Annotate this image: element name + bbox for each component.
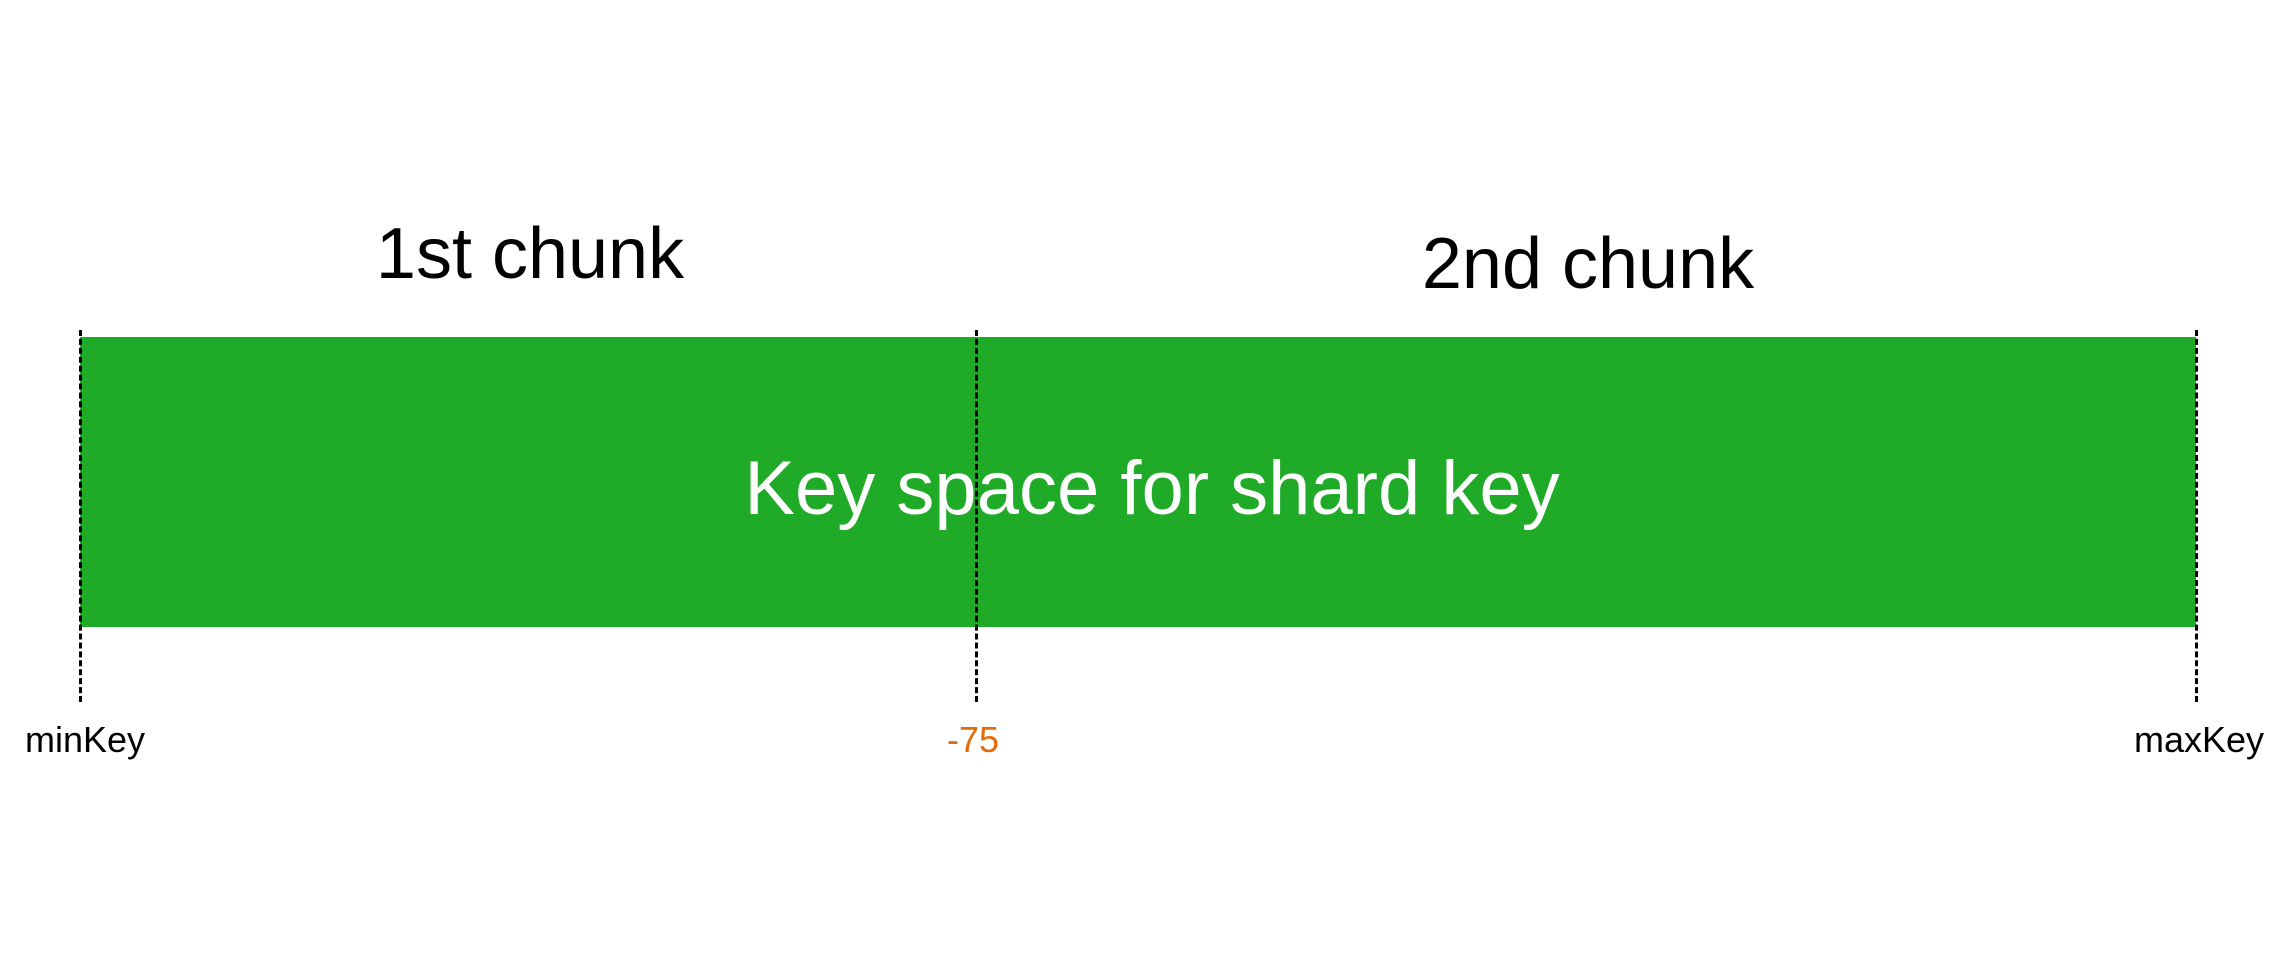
max-key-boundary-line	[2195, 330, 2198, 702]
second-chunk-label: 2nd chunk	[1421, 224, 1755, 304]
key-space-bar	[80, 337, 2196, 627]
key-space-title: Key space for shard key	[744, 446, 1560, 531]
min-key-boundary-line	[79, 330, 82, 702]
max-key-label: maxKey	[2133, 719, 2265, 760]
min-key-label: minKey	[24, 719, 146, 760]
first-chunk-label: 1st chunk	[375, 214, 685, 294]
split-point-boundary-line	[975, 330, 978, 702]
split-point-label: -75	[946, 719, 1000, 760]
